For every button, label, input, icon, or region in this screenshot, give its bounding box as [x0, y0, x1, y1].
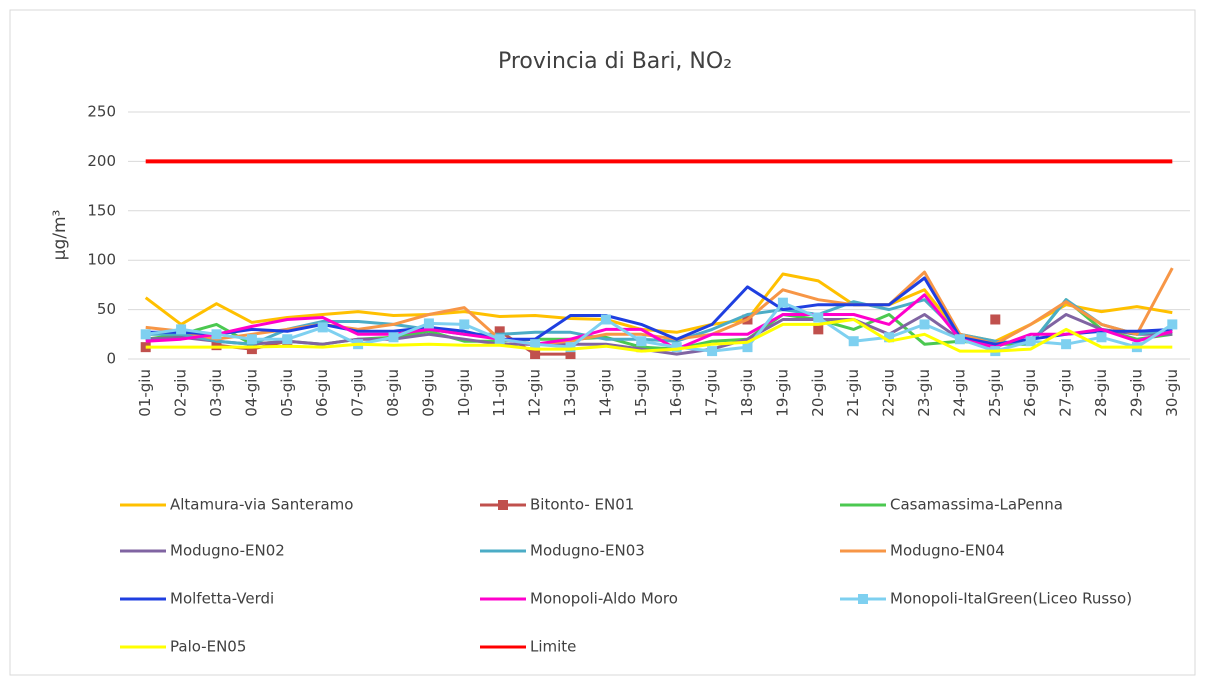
series-line [145, 276, 1173, 346]
legend-label: Monopoli-Aldo Moro [530, 590, 678, 608]
y-tick-label: 200 [87, 152, 116, 170]
series-line [145, 293, 1173, 351]
x-tick-label: 11-giu [490, 369, 508, 417]
marker [494, 334, 505, 345]
x-tick-label: 29-giu [1127, 369, 1145, 417]
marker [742, 342, 753, 353]
x-tick-label: 20-giu [809, 369, 827, 417]
marker [600, 314, 611, 325]
x-tick-label: 10-giu [455, 369, 473, 417]
marker [636, 336, 647, 347]
x-tick-label: 30-giu [1163, 369, 1181, 417]
x-tick-label: 27-giu [1057, 369, 1075, 417]
marker [176, 324, 187, 335]
x-tick-label: 03-giu [207, 369, 225, 417]
marker [388, 332, 399, 343]
x-tick-label: 09-giu [419, 369, 437, 417]
legend-marker [498, 500, 508, 510]
legend-label: Casamassima-LaPenna [890, 496, 1063, 514]
x-tick-label: 19-giu [773, 369, 791, 417]
x-tick-label: 06-giu [313, 369, 331, 417]
marker [777, 297, 788, 308]
marker [211, 340, 222, 351]
marker [494, 326, 505, 337]
x-tick-label: 17-giu [703, 369, 721, 417]
marker [1061, 339, 1072, 350]
legend-label: Modugno-EN03 [530, 542, 645, 560]
x-tick-label: 13-giu [561, 369, 579, 417]
legend-label: Molfetta-Verdi [170, 590, 274, 608]
marker [848, 336, 859, 347]
marker [884, 332, 895, 343]
y-axis-label: µg/m³ [50, 210, 70, 261]
marker [317, 322, 328, 333]
x-tick-label: 25-giu [986, 369, 1004, 417]
marker [671, 342, 682, 353]
y-tick-label: 150 [87, 201, 116, 219]
marker [919, 319, 930, 330]
x-tick-label: 23-giu [915, 369, 933, 417]
marker [211, 329, 222, 340]
y-tick-label: 100 [87, 251, 116, 269]
x-tick-label: 07-giu [349, 369, 367, 417]
x-tick-label: 22-giu [880, 369, 898, 417]
marker [530, 339, 541, 350]
marker [459, 319, 470, 330]
legend-label: Monopoli-ItalGreen(Liceo Russo) [890, 590, 1132, 608]
y-tick-label: 250 [87, 103, 116, 121]
x-tick-label: 01-giu [136, 369, 154, 417]
y-tick-label: 50 [97, 300, 116, 318]
x-tick-label: 04-giu [242, 369, 260, 417]
x-tick-label: 28-giu [1092, 369, 1110, 417]
x-tick-label: 05-giu [278, 369, 296, 417]
marker [990, 314, 1001, 325]
x-tick-label: 02-giu [172, 369, 190, 417]
marker [530, 349, 541, 360]
marker [565, 342, 576, 353]
marker [1025, 336, 1036, 347]
legend-marker [858, 594, 868, 604]
series-line [145, 318, 1173, 353]
y-tick-label: 0 [106, 350, 116, 368]
x-tick-label: 26-giu [1021, 369, 1039, 417]
x-tick-label: 21-giu [844, 369, 862, 417]
legend-label: Altamura-via Santeramo [170, 496, 353, 514]
marker [282, 334, 293, 345]
marker [246, 344, 257, 355]
marker [423, 318, 434, 329]
x-tick-label: 15-giu [632, 369, 650, 417]
x-tick-label: 08-giu [384, 369, 402, 417]
marker [1167, 319, 1178, 330]
x-tick-label: 14-giu [596, 369, 614, 417]
legend-label: Palo-EN05 [170, 638, 246, 656]
marker [813, 324, 824, 335]
legend-label: Bitonto- EN01 [530, 496, 634, 514]
marker [565, 349, 576, 360]
marker [140, 329, 151, 340]
marker [813, 312, 824, 323]
legend-label: Modugno-EN02 [170, 542, 285, 560]
marker [954, 334, 965, 345]
x-tick-label: 18-giu [738, 369, 756, 417]
legend-label: Limite [530, 638, 576, 656]
marker [1096, 332, 1107, 343]
x-tick-label: 12-giu [526, 369, 544, 417]
x-tick-label: 24-giu [950, 369, 968, 417]
marker [707, 346, 718, 357]
chart-title: Provincia di Bari, NO₂ [498, 49, 732, 74]
legend-label: Modugno-EN04 [890, 542, 1005, 560]
marker [246, 334, 257, 345]
x-tick-label: 16-giu [667, 369, 685, 417]
